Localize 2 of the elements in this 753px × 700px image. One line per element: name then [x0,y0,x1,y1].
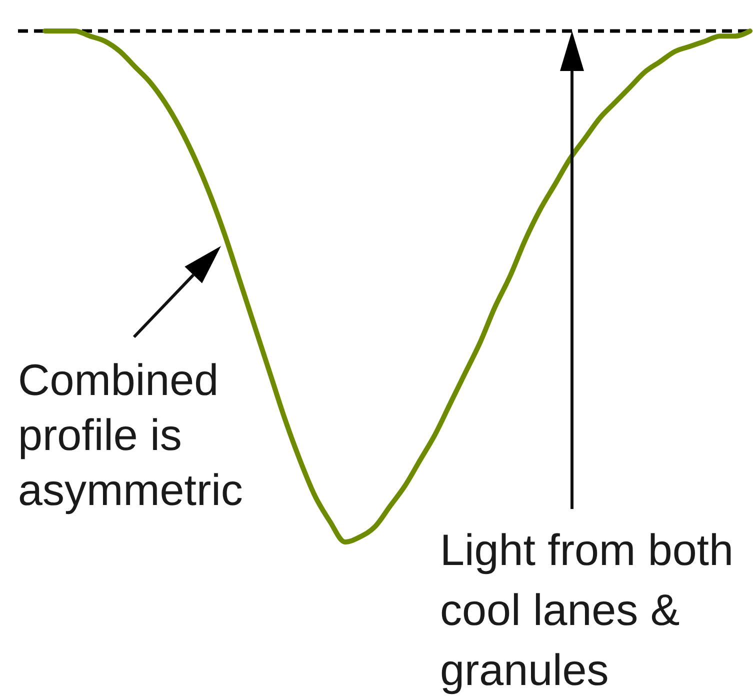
annotation: Combined profile is asymmetric [18,356,243,515]
annotation: Light from both cool lanes & granules [440,526,734,695]
